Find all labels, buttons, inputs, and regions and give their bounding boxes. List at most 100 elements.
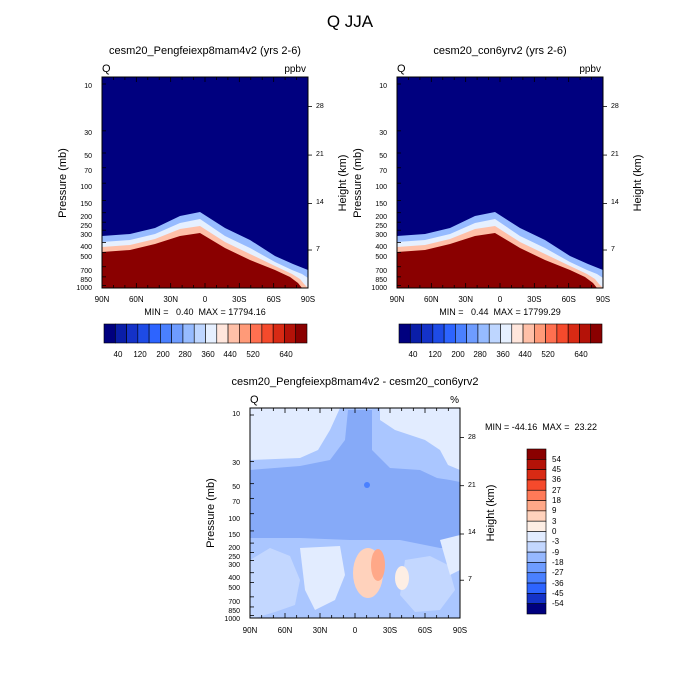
colorbar-swatch — [526, 551, 547, 563]
panel-3-ylabel-right: Height (km) — [485, 485, 497, 542]
colorbar-swatch — [500, 323, 513, 344]
panel-3-ytick-label: 300 — [228, 562, 240, 569]
colorbar-swatch — [579, 323, 592, 344]
panel-3-colorbar-label: 9 — [552, 506, 557, 515]
colorbar-swatch — [534, 323, 546, 344]
panel-2-height-tick-label: 21 — [611, 151, 619, 158]
colorbar-swatch — [250, 323, 263, 344]
panel-2-ylabel: Pressure (mb) — [352, 148, 364, 218]
panel-3-ytick-label: 700 — [228, 599, 240, 606]
panel-2-ytick-label: 500 — [375, 254, 387, 261]
colorbar-swatch — [216, 323, 229, 344]
panel-3-field — [250, 408, 460, 618]
panel-3-ytick-label: 50 — [232, 484, 240, 491]
panel-3-xtick-label: 60S — [418, 626, 432, 635]
panel-2-ytick-label: 50 — [379, 153, 387, 160]
panel-3-variable-label: Q — [250, 394, 259, 406]
panel-3-ytick-label: 850 — [228, 608, 240, 615]
panel-2-ytick-label: 100 — [375, 184, 387, 191]
panel-1-height-tick-label: 7 — [316, 246, 320, 253]
panel-2-colorbar-label: 440 — [518, 350, 532, 359]
panel-1-ytick-label: 300 — [80, 232, 92, 239]
panel-2-height-tick-label: 28 — [611, 103, 619, 110]
panel-1-ytick-label: 10 — [84, 83, 92, 90]
colorbar-swatch — [432, 323, 445, 344]
colorbar-swatch — [526, 500, 547, 512]
colorbar-swatch — [284, 323, 297, 344]
panel-1-colorbar-labels: 40 120 200 280 360 440 520 640 — [114, 350, 294, 359]
panel-1-right-axis: 28 21 14 7 Height (km) — [316, 103, 349, 253]
panel-2-colorbar-label: 120 — [428, 350, 442, 359]
panel-1-x-axis: 90N 60N 30N 0 30S 60S 90S — [95, 295, 315, 304]
panel-2-ytick-label: 30 — [379, 130, 387, 137]
colorbar-swatch — [545, 323, 558, 344]
panel-1-ytick-label: 200 — [80, 214, 92, 221]
panel-1-variable-label: Q — [102, 63, 111, 75]
panel-3-lower-right-patch — [400, 556, 455, 612]
panel-3-colorbar-label: -36 — [552, 579, 564, 588]
panel-3-units: % — [450, 395, 459, 406]
colorbar-swatch — [526, 520, 547, 532]
panel-2-units: ppbv — [579, 64, 601, 75]
panel-3-ytick-label: 30 — [232, 460, 240, 467]
colorbar-swatch — [526, 603, 547, 615]
panel-2-colorbar-labels: 40 120 200 280 360 440 520 640 — [409, 350, 589, 359]
panel-2-colorbar-label: 520 — [541, 350, 555, 359]
panel-1-height-tick-label: 14 — [316, 199, 324, 206]
panel-1-ytick-label: 150 — [80, 201, 92, 208]
panel-3-ytick-label: 70 — [232, 499, 240, 506]
panel-1-xtick-label: 60S — [267, 295, 281, 304]
colorbar-swatch — [455, 323, 467, 344]
panel-3-colorbar-label: 45 — [552, 465, 561, 474]
panel-3-x-axis: 90N 60N 30N 0 30S 60S 90S — [243, 626, 467, 635]
panel-3-xtick-label: 30N — [313, 626, 328, 635]
panel-3-height-tick-label: 7 — [468, 576, 472, 583]
panel-3-lower-left-patch — [250, 548, 300, 618]
panel-2-ytick-label: 10 — [379, 83, 387, 90]
colorbar-swatch — [126, 323, 139, 344]
colorbar-swatch — [421, 323, 434, 344]
colorbar-swatch — [182, 323, 195, 344]
panel-2-variable-label: Q — [397, 63, 406, 75]
panel-3-right-axis: 28 21 14 7 Height (km) — [468, 434, 497, 583]
panel-2-xtick-label: 90S — [596, 295, 610, 304]
panel-1-stats: MIN = 0.40 MAX = 17794.16 — [144, 307, 266, 317]
panel-1-ytick-label: 700 — [80, 268, 92, 275]
colorbar-swatch — [511, 323, 524, 344]
panel-2-x-axis: 90N 60N 30N 0 30S 60S 90S — [390, 295, 610, 304]
panel-1-ytick-label: 70 — [84, 168, 92, 175]
panel-1-xtick-label: 60N — [129, 295, 144, 304]
panel-1-colorbar-label: 640 — [279, 350, 293, 359]
colorbar-swatch — [398, 323, 411, 344]
colorbar-swatch — [193, 323, 206, 344]
panel-3-negative-anomaly-dot — [364, 482, 370, 488]
panel-1-ytick-label: 1000 — [76, 285, 92, 292]
panel-2: cesm20_con6yrv2 (yrs 2-6) Q ppbv 90N 60N… — [352, 45, 644, 359]
panel-3-lower-mid-patch — [300, 546, 345, 610]
panel-1-ytick-label: 250 — [80, 223, 92, 230]
colorbar-swatch — [239, 323, 251, 344]
panel-3-xtick-label: 90N — [243, 626, 258, 635]
panel-1-units: ppbv — [284, 64, 306, 75]
panel-1-xtick-label: 30N — [163, 295, 178, 304]
panel-3-ytick-label: 1000 — [224, 616, 240, 623]
colorbar-swatch — [488, 323, 501, 344]
panel-3-upper-left-patch — [250, 408, 340, 460]
colorbar-swatch — [526, 469, 547, 481]
panel-1-colorbar-label: 40 — [114, 350, 123, 359]
panel-3-title: cesm20_Pengfeiexp8mam4v2 - cesm20_con6yr… — [231, 376, 478, 388]
panel-2-ytick-label: 400 — [375, 244, 387, 251]
panel-2-colorbar-label: 40 — [409, 350, 418, 359]
panel-3-colorbar-label: 0 — [552, 527, 557, 536]
panel-3-colorbar-label: 27 — [552, 486, 561, 495]
colorbar-swatch — [526, 510, 547, 522]
panel-2-ytick-label: 700 — [375, 268, 387, 275]
colorbar-swatch — [466, 323, 479, 344]
colorbar-swatch — [556, 323, 569, 344]
panel-2-ytick-label: 1000 — [371, 285, 387, 292]
panel-2-y-axis: 10 30 50 70 100 150 200 250 300 400 500 … — [352, 83, 387, 292]
panel-3-colorbar-label: 36 — [552, 475, 561, 484]
panel-2-ylabel-right: Height (km) — [632, 155, 644, 212]
panel-3-colorbar-label: -3 — [552, 537, 560, 546]
